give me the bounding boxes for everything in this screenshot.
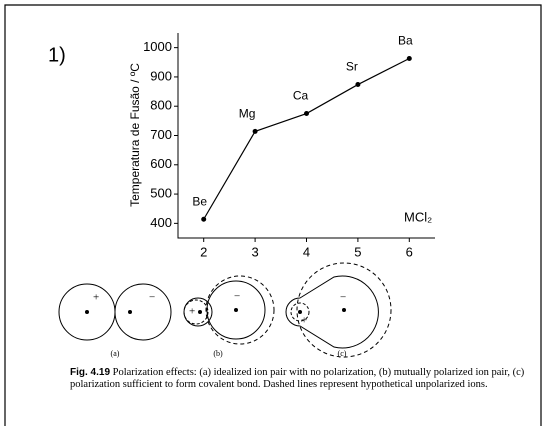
x-tick-label: 3 <box>251 244 258 259</box>
point <box>355 82 361 88</box>
ion-unpolarized <box>296 262 392 358</box>
ion-unpolarized <box>183 299 209 325</box>
point <box>406 55 412 61</box>
axes <box>177 33 435 239</box>
ion-centers <box>85 308 346 314</box>
panel-labels: (a) (b) (c) <box>111 349 347 358</box>
panel-label: (b) <box>213 349 223 358</box>
ion-center <box>128 310 132 314</box>
point-label: Be <box>192 194 207 208</box>
x-tick-label: 4 <box>303 244 310 259</box>
caption: Fig. 4.19 Polarization effects: (a) idea… <box>70 367 540 391</box>
y-tick-label: 500 <box>150 186 172 201</box>
sign: − <box>149 292 155 304</box>
y-tick-label: 400 <box>150 215 172 230</box>
panel-label: (a) <box>111 349 120 358</box>
polarized-bond <box>285 275 379 349</box>
point-label: Mg <box>239 107 256 121</box>
y-tick-label: 600 <box>150 156 172 171</box>
caption-text: Polarization effects: (a) idealized ion … <box>70 367 525 390</box>
panel-label: (c) <box>338 349 347 358</box>
sign: + <box>93 292 99 304</box>
ion <box>206 280 266 340</box>
sign: − <box>340 292 346 304</box>
panel-label: 1) <box>48 44 66 66</box>
ion-unpolarized <box>205 275 275 345</box>
caption-label: Fig. 4.19 <box>70 367 111 378</box>
ion-center <box>198 310 202 314</box>
x-tick-label: 5 <box>354 244 361 259</box>
point-label: Sr <box>346 60 358 74</box>
y-tick-label: 900 <box>150 68 172 83</box>
ion-center <box>342 308 346 312</box>
point <box>201 216 207 222</box>
frame <box>4 4 542 426</box>
line <box>203 57 410 220</box>
diagram <box>58 262 392 358</box>
y-axis-label: Temperatura de Fusão / ºC <box>128 63 142 207</box>
ion-unpolarized <box>290 302 310 322</box>
y-tick-label: 1000 <box>143 39 172 54</box>
annotation: MCl₂ <box>404 209 432 224</box>
ion-center <box>298 310 302 314</box>
y-tick-label: 800 <box>150 98 172 113</box>
point <box>252 128 258 134</box>
sign: + <box>189 306 195 318</box>
y-tick-label: 700 <box>150 127 172 142</box>
sign: + <box>301 315 307 327</box>
point-label: Ba <box>398 34 413 48</box>
point-label: Ca <box>293 89 309 103</box>
x-tick-label: 6 <box>406 244 413 259</box>
x-tick-label: 2 <box>200 244 207 259</box>
signs: + − + − + − <box>93 291 346 327</box>
ion-center <box>85 310 89 314</box>
ion <box>114 283 172 341</box>
ion-center <box>234 308 238 312</box>
sign: − <box>234 291 240 303</box>
point <box>304 111 309 117</box>
